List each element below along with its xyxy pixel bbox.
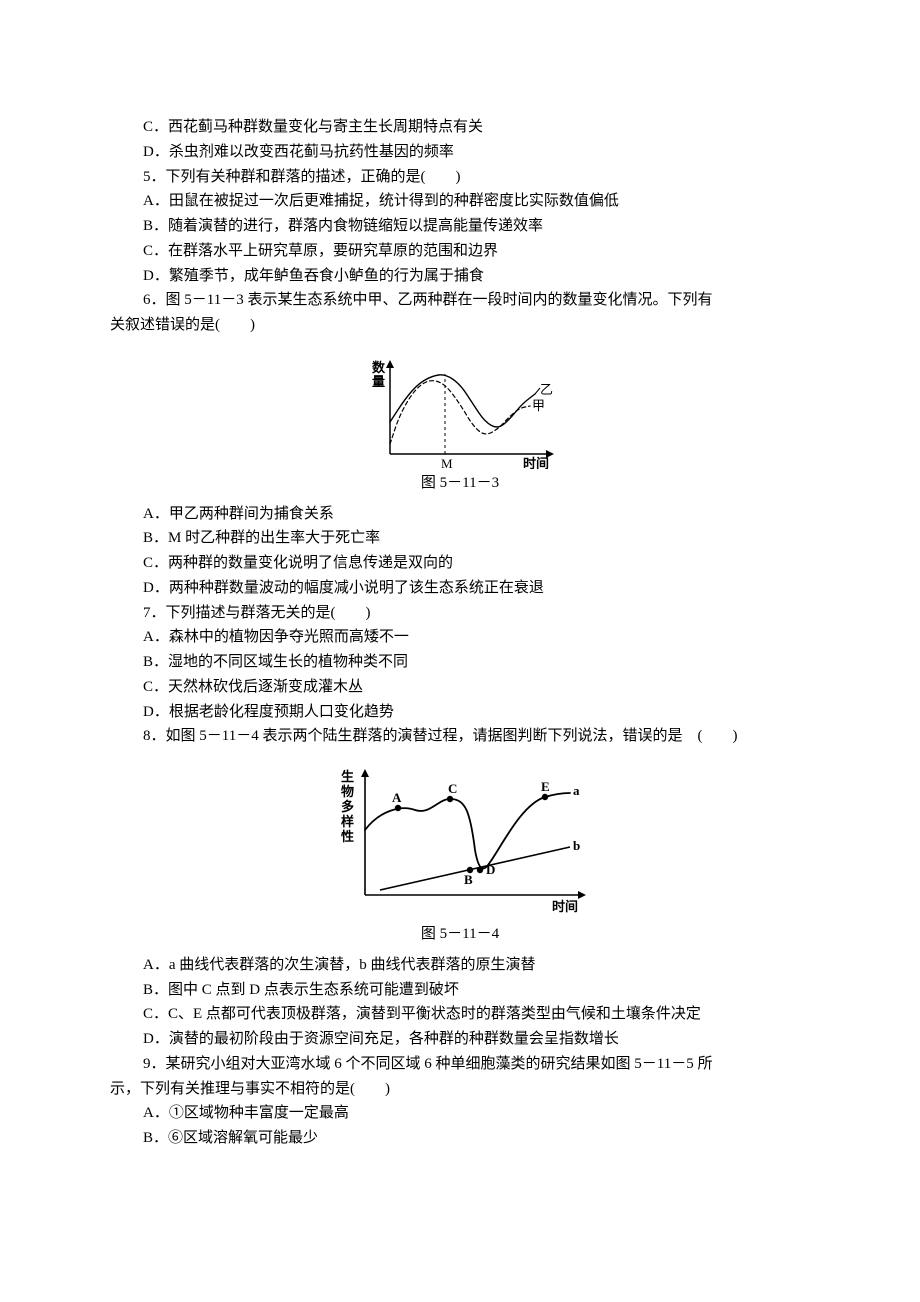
q8-stem: 8．如图 5－11－4 表示两个陆生群落的演替过程，请据图判断下列说法，错误的是… [110, 724, 810, 749]
q9-option-b: B．⑥区域溶解氧可能最少 [110, 1126, 810, 1151]
q6-option-b: B．M 时乙种群的出生率大于死亡率 [110, 526, 810, 551]
q7-option-d: D．根据老龄化程度预期人口变化趋势 [110, 700, 810, 725]
svg-text:甲: 甲 [532, 398, 545, 413]
q9-stem-line2: 示，下列有关推理与事实不相符的是( ) [110, 1077, 810, 1102]
svg-text:M: M [441, 456, 453, 469]
q6-figure-caption: 图 5－11－3 [110, 471, 810, 496]
q7-option-b: B．湿地的不同区域生长的植物种类不同 [110, 650, 810, 675]
q4-option-c: C．西花蓟马种群数量变化与寄主生长周期特点有关 [110, 115, 810, 140]
q6-chart-svg: 数量时间 M 甲乙 [360, 344, 560, 469]
q6-option-a: A．甲乙两种群间为捕食关系 [110, 502, 810, 527]
svg-text:E: E [541, 779, 550, 794]
svg-text:乙: 乙 [540, 382, 553, 397]
svg-text:生: 生 [341, 769, 354, 784]
svg-text:物: 物 [341, 784, 354, 799]
svg-text:B: B [464, 872, 473, 887]
svg-text:性: 性 [341, 829, 354, 844]
q6-option-d: D．两种种群数量波动的幅度减小说明了该生态系统正在衰退 [110, 576, 810, 601]
svg-text:时间: 时间 [552, 899, 578, 914]
svg-text:a: a [573, 783, 580, 798]
q8-option-b: B．图中 C 点到 D 点表示生态系统可能遭到破坏 [110, 978, 810, 1003]
svg-text:C: C [448, 781, 457, 796]
q8-option-d: D．演替的最初阶段由于资源空间充足，各种群的种群数量会呈指数增长 [110, 1027, 810, 1052]
q7-option-a: A．森林中的植物因争夺光照而高矮不一 [110, 625, 810, 650]
q5-option-b: B．随着演替的进行，群落内食物链缩短以提高能量传递效率 [110, 214, 810, 239]
q6-stem-line1: 6．图 5－11－3 表示某生态系统中甲、乙两种群在一段时间内的数量变化情况。下… [110, 288, 810, 313]
q8-figure: 生物多样性时间 A C DB Ea b [110, 755, 810, 920]
q5-option-a: A．田鼠在被捉过一次后更难捕捉，统计得到的种群密度比实际数值偏低 [110, 189, 810, 214]
svg-text:多: 多 [341, 799, 354, 814]
q8-figure-caption: 图 5－11－4 [110, 922, 810, 947]
q6-option-c: C．两种群的数量变化说明了信息传递是双向的 [110, 551, 810, 576]
svg-text:A: A [392, 790, 402, 805]
svg-text:时间: 时间 [523, 456, 549, 469]
svg-text:数: 数 [372, 360, 386, 375]
q4-option-d: D．杀虫剂难以改变西花蓟马抗药性基因的频率 [110, 140, 810, 165]
svg-text:样: 样 [341, 814, 354, 829]
q5-option-c: C．在群落水平上研究草原，要研究草原的范围和边界 [110, 239, 810, 264]
q8-chart-svg: 生物多样性时间 A C DB Ea b [320, 755, 600, 920]
q9-stem-line1: 9．某研究小组对大亚湾水域 6 个不同区域 6 种单细胞藻类的研究结果如图 5－… [110, 1052, 810, 1077]
q9-option-a: A．①区域物种丰富度一定最高 [110, 1101, 810, 1126]
q5-stem: 5．下列有关种群和群落的描述，正确的是( ) [110, 165, 810, 190]
svg-text:b: b [573, 838, 580, 853]
q6-figure: 数量时间 M 甲乙 [110, 344, 810, 469]
q7-option-c: C．天然林砍伐后逐渐变成灌木丛 [110, 675, 810, 700]
q8-option-a: A．a 曲线代表群落的次生演替，b 曲线代表群落的原生演替 [110, 953, 810, 978]
q6-stem-line2: 关叙述错误的是( ) [110, 313, 810, 338]
q8-option-c: C．C、E 点都可代表顶极群落，演替到平衡状态时的群落类型由气候和土壤条件决定 [110, 1002, 810, 1027]
q5-option-d: D．繁殖季节，成年鲈鱼吞食小鲈鱼的行为属于捕食 [110, 264, 810, 289]
svg-text:D: D [486, 862, 495, 877]
q7-stem: 7．下列描述与群落无关的是( ) [110, 601, 810, 626]
svg-text:量: 量 [372, 374, 385, 389]
